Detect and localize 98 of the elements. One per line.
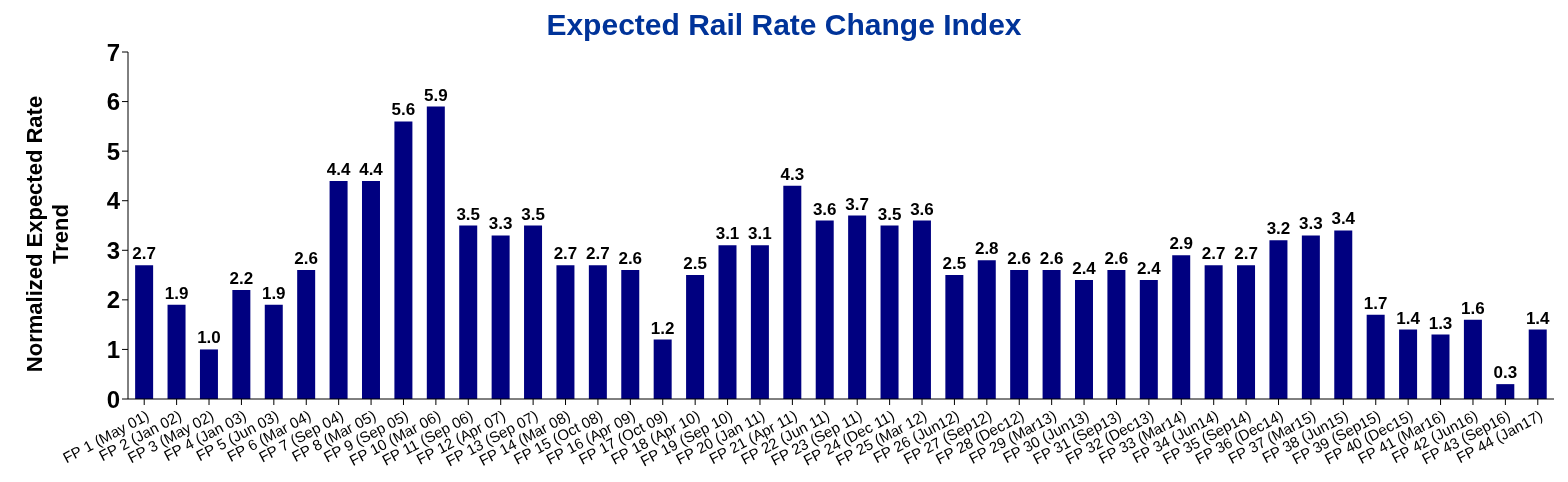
data-label: 2.6 [294, 249, 318, 269]
data-label: 5.9 [423, 85, 448, 105]
data-label: 3.3 [488, 214, 513, 234]
data-label: 3.6 [910, 199, 934, 219]
bar [588, 265, 607, 399]
bar [1334, 230, 1353, 399]
bar [394, 121, 413, 399]
data-label: 4.3 [780, 164, 805, 184]
bar [556, 265, 575, 399]
bar [1399, 329, 1418, 399]
data-label: 1.4 [1525, 308, 1551, 328]
data-label: 1.9 [164, 283, 189, 303]
data-label: 1.7 [1363, 293, 1388, 313]
bar [750, 245, 769, 399]
data-label: 2.8 [974, 239, 999, 259]
data-label: 2.4 [1136, 259, 1162, 279]
bar [848, 215, 867, 399]
data-label: 3.4 [1331, 209, 1356, 229]
data-label: 3.3 [1299, 214, 1323, 234]
data-label: 1.9 [261, 283, 286, 303]
data-label: 3.1 [748, 224, 772, 244]
bar [264, 304, 283, 399]
bar [783, 185, 802, 399]
y-tick-label: 7 [106, 38, 120, 66]
data-label: 2.7 [1234, 244, 1258, 264]
bar [135, 265, 154, 399]
bar [1463, 319, 1482, 399]
data-label: 2.6 [1039, 249, 1064, 269]
data-label: 2.7 [586, 244, 610, 264]
bar [1172, 255, 1191, 399]
y-tick-label: 4 [106, 187, 121, 215]
bar [1269, 240, 1288, 399]
bar [232, 289, 251, 399]
bar [361, 180, 380, 399]
bar [491, 235, 510, 399]
bar [912, 220, 931, 399]
bar [1496, 384, 1515, 399]
bar [426, 106, 445, 399]
bar [718, 245, 737, 399]
bar [1010, 270, 1029, 399]
bar [1139, 280, 1158, 399]
chart-title: Expected Rail Rate Change Index [546, 8, 1022, 41]
bar [199, 349, 218, 399]
bar [1204, 265, 1223, 399]
bar [1431, 334, 1450, 399]
bar [1107, 270, 1126, 399]
data-label: 0.3 [1493, 363, 1518, 383]
data-label: 1.3 [1428, 313, 1453, 333]
data-label: 3.5 [877, 204, 902, 224]
data-label: 3.5 [456, 204, 481, 224]
data-label: 1.0 [197, 328, 221, 348]
bar [167, 304, 186, 399]
data-label: 4.4 [359, 159, 384, 179]
data-label: 3.6 [812, 199, 837, 219]
bar [621, 270, 640, 399]
data-label: 2.4 [1072, 259, 1097, 279]
data-label: 1.6 [1461, 298, 1485, 318]
data-label: 2.5 [942, 254, 967, 274]
bar [880, 225, 899, 399]
data-label: 4.4 [326, 159, 351, 179]
y-tick-label: 0 [106, 385, 120, 413]
bar [815, 220, 834, 399]
data-label: 2.7 [1201, 244, 1226, 264]
bar [686, 275, 705, 399]
data-label: 2.5 [683, 254, 707, 274]
data-label: 1.4 [1396, 308, 1421, 328]
bar [524, 225, 543, 399]
y-tick-label: 2 [106, 286, 120, 314]
data-label: 3.1 [715, 224, 740, 244]
bar [1042, 270, 1061, 399]
data-label: 3.5 [521, 204, 545, 224]
bar [1237, 265, 1256, 399]
bar [1074, 280, 1093, 399]
y-tick-label: 3 [106, 236, 120, 264]
data-label: 2.9 [1169, 234, 1194, 254]
bar [977, 260, 996, 399]
data-label: 5.6 [391, 100, 416, 120]
y-tick-label: 5 [106, 137, 120, 165]
data-label: 1.2 [650, 318, 675, 338]
y-tick-label: 6 [106, 88, 120, 116]
data-label: 2.6 [1104, 249, 1129, 269]
bar [329, 180, 348, 399]
bar [1528, 329, 1547, 399]
data-label: 3.7 [845, 194, 869, 214]
data-label: 2.2 [229, 268, 254, 288]
bar [1366, 314, 1385, 399]
data-label: 3.2 [1266, 219, 1291, 239]
data-label: 2.6 [1007, 249, 1031, 269]
bar [653, 339, 672, 399]
bar [945, 275, 964, 399]
data-label: 2.7 [132, 244, 156, 264]
bar [459, 225, 478, 399]
bar [297, 270, 316, 399]
y-tick-label: 1 [106, 335, 120, 363]
bar [1301, 235, 1320, 399]
y-axis-title: Normalized Expected Rate Trend [22, 94, 74, 374]
data-label: 2.7 [553, 244, 578, 264]
data-label: 2.6 [618, 249, 643, 269]
